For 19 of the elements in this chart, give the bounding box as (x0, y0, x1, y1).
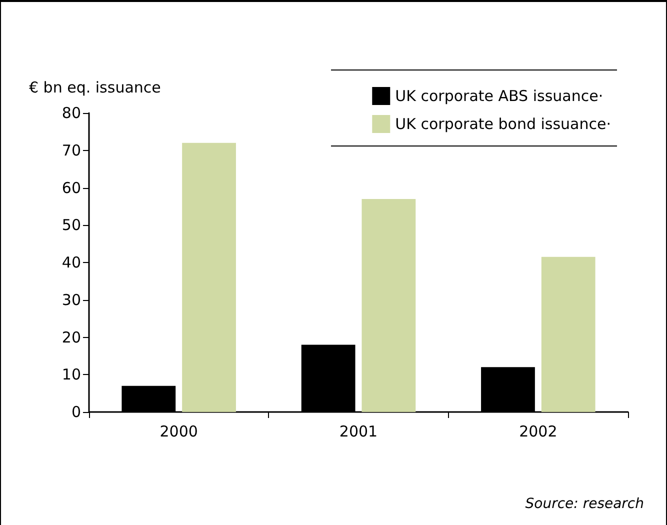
y-tick-label: 0 (71, 403, 81, 421)
y-tick-label: 40 (62, 254, 81, 272)
x-tick-label: 2002 (519, 422, 558, 440)
y-tick-label: 60 (62, 178, 81, 197)
y-tick-label: 50 (62, 216, 81, 234)
bar (182, 142, 236, 412)
x-tick-label: 2001 (339, 422, 378, 440)
y-tick-label: 70 (62, 141, 81, 160)
legend-label: UK corporate bond issuance· (395, 115, 612, 133)
y-tick-label: 30 (62, 290, 81, 309)
y-tick-label: 10 (62, 366, 81, 384)
y-tick-label: 20 (62, 328, 81, 346)
y-tick-label: 80 (62, 104, 81, 122)
legend-label: UK corporate ABS issuance· (395, 87, 604, 105)
source-note: Source: research (525, 496, 644, 512)
x-tick-label: 2000 (160, 422, 198, 440)
y-axis-title: € bn eq. issuance (29, 78, 161, 96)
bar (362, 198, 416, 412)
bar (541, 256, 596, 412)
